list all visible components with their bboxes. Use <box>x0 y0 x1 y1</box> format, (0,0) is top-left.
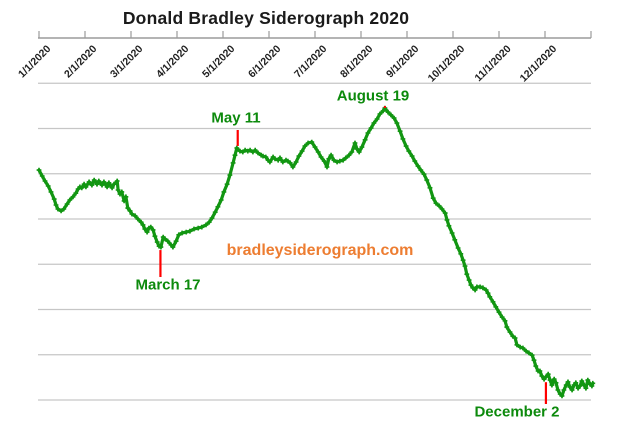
annotation-label: March 17 <box>135 276 201 294</box>
annotation-label: May 11 <box>211 109 261 127</box>
annotation-label: December 2 <box>474 403 560 421</box>
series-markers <box>36 105 596 399</box>
watermark-text: bradleysiderograph.com <box>226 242 414 259</box>
chart-title: Donald Bradley Siderograph 2020 <box>122 8 410 28</box>
annotation-label: August 19 <box>336 87 410 105</box>
